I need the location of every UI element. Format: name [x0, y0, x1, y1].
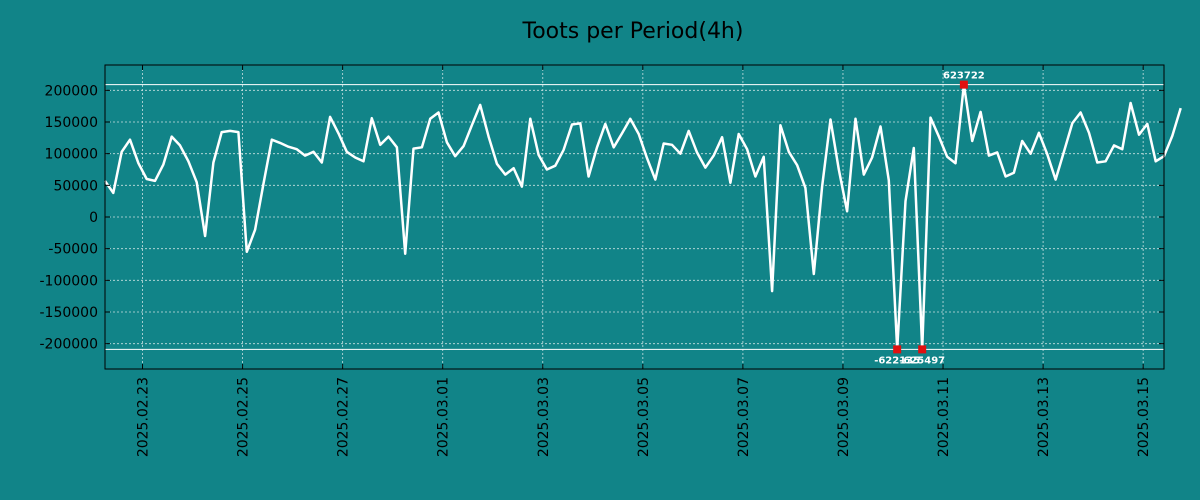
x-tick-label: 2025.03.11: [936, 377, 952, 457]
x-tick-label: 2025.03.15: [1136, 377, 1152, 457]
x-tick-label: 2025.03.05: [636, 377, 652, 457]
grid: [105, 65, 1164, 369]
annotation-label: 623722: [943, 71, 985, 82]
annotations: 623722 -622135-625497: [874, 71, 985, 367]
annotation-marker: [959, 80, 968, 89]
y-tick-label: -200000: [40, 337, 99, 353]
x-tick-label: 2025.02.25: [236, 377, 252, 457]
annotation-label: -622135: [874, 355, 920, 366]
chart-title: Toots per Period(4h): [522, 19, 744, 44]
y-tick-label: -50000: [48, 242, 98, 258]
y-tick-label: 150000: [45, 115, 98, 131]
y-axis: 200000 150000 100000 50000 0 -50000 -100000 -15…: [40, 83, 1164, 353]
x-tick-label: 2025.03.07: [736, 377, 752, 457]
clip-lines: [105, 84, 1164, 350]
annotation-marker: [893, 345, 902, 354]
y-tick-label: 100000: [45, 147, 98, 163]
y-tick-label: 50000: [53, 178, 98, 194]
y-tick-label: 200000: [45, 83, 98, 99]
x-tick-label: 2025.03.09: [836, 377, 852, 457]
series-layer: [103, 83, 1182, 351]
annotation-label: -625497: [899, 355, 945, 366]
x-tick-label: 2025.03.13: [1036, 377, 1052, 457]
x-tick-label: 2025.02.27: [336, 377, 352, 457]
y-tick-label: -150000: [40, 305, 99, 321]
x-tick-label: 2025.02.23: [136, 377, 152, 457]
x-tick-label: 2025.03.03: [536, 377, 552, 457]
x-axis: 2025.02.23 2025.02.25 2025.02.27 2025.03.01…: [136, 65, 1152, 457]
series-line: [103, 83, 1182, 351]
annotation-marker: [918, 345, 927, 354]
y-tick-label: 0: [89, 210, 98, 226]
x-tick-label: 2025.03.01: [436, 377, 452, 457]
y-tick-label: -100000: [40, 273, 99, 289]
